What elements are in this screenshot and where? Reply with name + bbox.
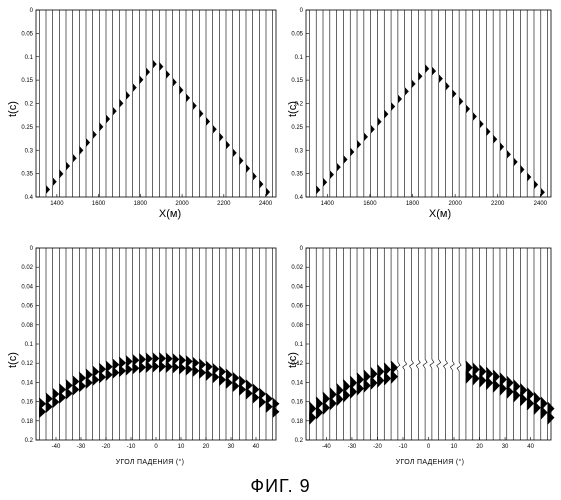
seismic-trace [364, 248, 368, 440]
wavelet-lobe [534, 401, 541, 415]
wavelet-lobe [466, 370, 473, 384]
seismic-trace [423, 248, 427, 440]
x-tick-label: -30 [348, 444, 357, 450]
seismic-trace [514, 248, 518, 440]
seismic-trace [337, 248, 341, 440]
wavelet-lobe [541, 406, 548, 420]
y-tick-label: 0.02 [291, 265, 303, 271]
seismic-trace [444, 248, 448, 440]
seismic-trace [330, 248, 334, 440]
seismic-trace [343, 248, 347, 440]
wavelet-lobe [343, 388, 350, 402]
seismic-trace [527, 248, 531, 440]
wavelet-lobe [391, 370, 398, 384]
seismic-trace [371, 248, 375, 440]
x-tick-label: 10 [451, 444, 458, 450]
y-tick-label: 0.1 [295, 342, 304, 348]
x-tick-label: 30 [502, 444, 509, 450]
wavelet-lobe [527, 396, 534, 410]
wavelet-lobe [507, 385, 514, 399]
x-tick-label: 40 [527, 444, 534, 450]
wavelet-lobe [309, 411, 316, 425]
seismic-trace [403, 248, 407, 440]
seismic-trace [466, 248, 470, 440]
seismic-trace [480, 248, 484, 440]
wavelet-lobe [330, 396, 337, 410]
seismic-trace [430, 248, 434, 440]
wavelet-lobe [350, 385, 357, 399]
wavelet-lobe [486, 376, 493, 390]
x-tick-label: -40 [322, 444, 331, 450]
wavelet-lobe [323, 401, 330, 415]
y-tick-label: 0.16 [291, 400, 303, 406]
seismic-trace [507, 248, 511, 440]
seismic-trace [350, 248, 354, 440]
seismic-trace [416, 248, 420, 440]
wavelet-lobe [337, 392, 344, 406]
seismic-trace [437, 248, 441, 440]
plot-frame [306, 248, 551, 440]
y-tick-label: 0.06 [291, 304, 303, 310]
y-tick-label: 0.14 [291, 380, 303, 386]
wavelet-lobe [473, 371, 480, 385]
wavelet-lobe [364, 379, 371, 393]
x-tick-label: -20 [373, 444, 382, 450]
seismic-trace [457, 248, 461, 440]
x-tick-label: -10 [399, 444, 408, 450]
y-tick-label: 0.2 [295, 438, 304, 444]
seismic-trace [357, 248, 361, 440]
wavelet-lobe [357, 382, 364, 396]
wavelet-lobe [371, 376, 378, 390]
seismic-trace [396, 248, 400, 440]
x-tick-label: 20 [476, 444, 483, 450]
wavelet-lobe [514, 388, 521, 402]
wavelet-lobe [316, 406, 323, 420]
wavelet-lobe [500, 382, 507, 396]
x-axis-label: УГОЛ ПАДЕНИЯ (°) [380, 459, 480, 466]
seismic-trace [384, 248, 388, 440]
seismic-trace [409, 248, 413, 440]
wavelet-lobe [480, 374, 487, 388]
wavelet-lobe [377, 374, 384, 388]
figure-caption: ФИГ. 9 [0, 476, 561, 497]
seismic-trace [493, 248, 497, 440]
seismic-trace [377, 248, 381, 440]
y-tick-label: 0.18 [291, 419, 303, 425]
seismic-trace [450, 248, 454, 440]
y-tick-label: 0 [300, 246, 304, 252]
wavelet-lobe [520, 392, 527, 406]
wavelet-lobe [493, 379, 500, 393]
y-tick-label: 0.08 [291, 323, 303, 329]
seismic-trace [473, 248, 477, 440]
y-tick-label: 0.12 [291, 361, 303, 367]
x-tick-label: 0 [427, 444, 431, 450]
seismic-trace [391, 248, 395, 440]
seismic-trace [486, 248, 490, 440]
wavelet-lobe [384, 371, 391, 385]
seismic-trace [520, 248, 524, 440]
y-tick-label: 0.04 [291, 284, 303, 290]
seismic-trace [500, 248, 504, 440]
